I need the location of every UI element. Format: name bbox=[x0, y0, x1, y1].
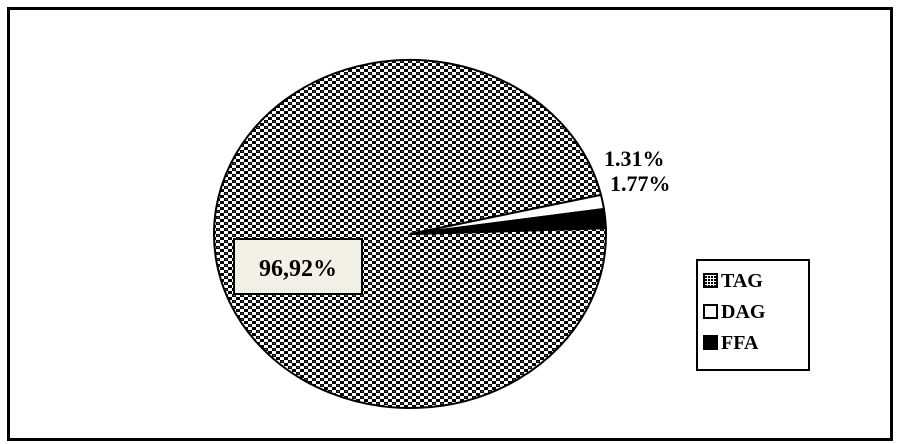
legend-swatch-ffa bbox=[703, 335, 718, 350]
legend-label-dag: DAG bbox=[721, 301, 766, 323]
data-label-dag: 1.31% bbox=[604, 146, 665, 171]
data-label-ffa: 1.77% bbox=[610, 171, 671, 196]
tag-label-box bbox=[233, 238, 363, 295]
legend-label-tag: TAG bbox=[721, 270, 763, 292]
legend-label-ffa: FFA bbox=[721, 332, 759, 354]
legend-swatch-tag bbox=[703, 273, 718, 288]
data-label-tag: 96,92% bbox=[259, 256, 337, 282]
pie-slice-ffa bbox=[409, 207, 607, 235]
legend: TAG DAG FFA bbox=[696, 259, 810, 371]
pie-labels: 96,92% 1.31%1.77% bbox=[233, 146, 671, 295]
pie-slices bbox=[213, 59, 607, 409]
legend-swatch-dag bbox=[703, 304, 718, 319]
